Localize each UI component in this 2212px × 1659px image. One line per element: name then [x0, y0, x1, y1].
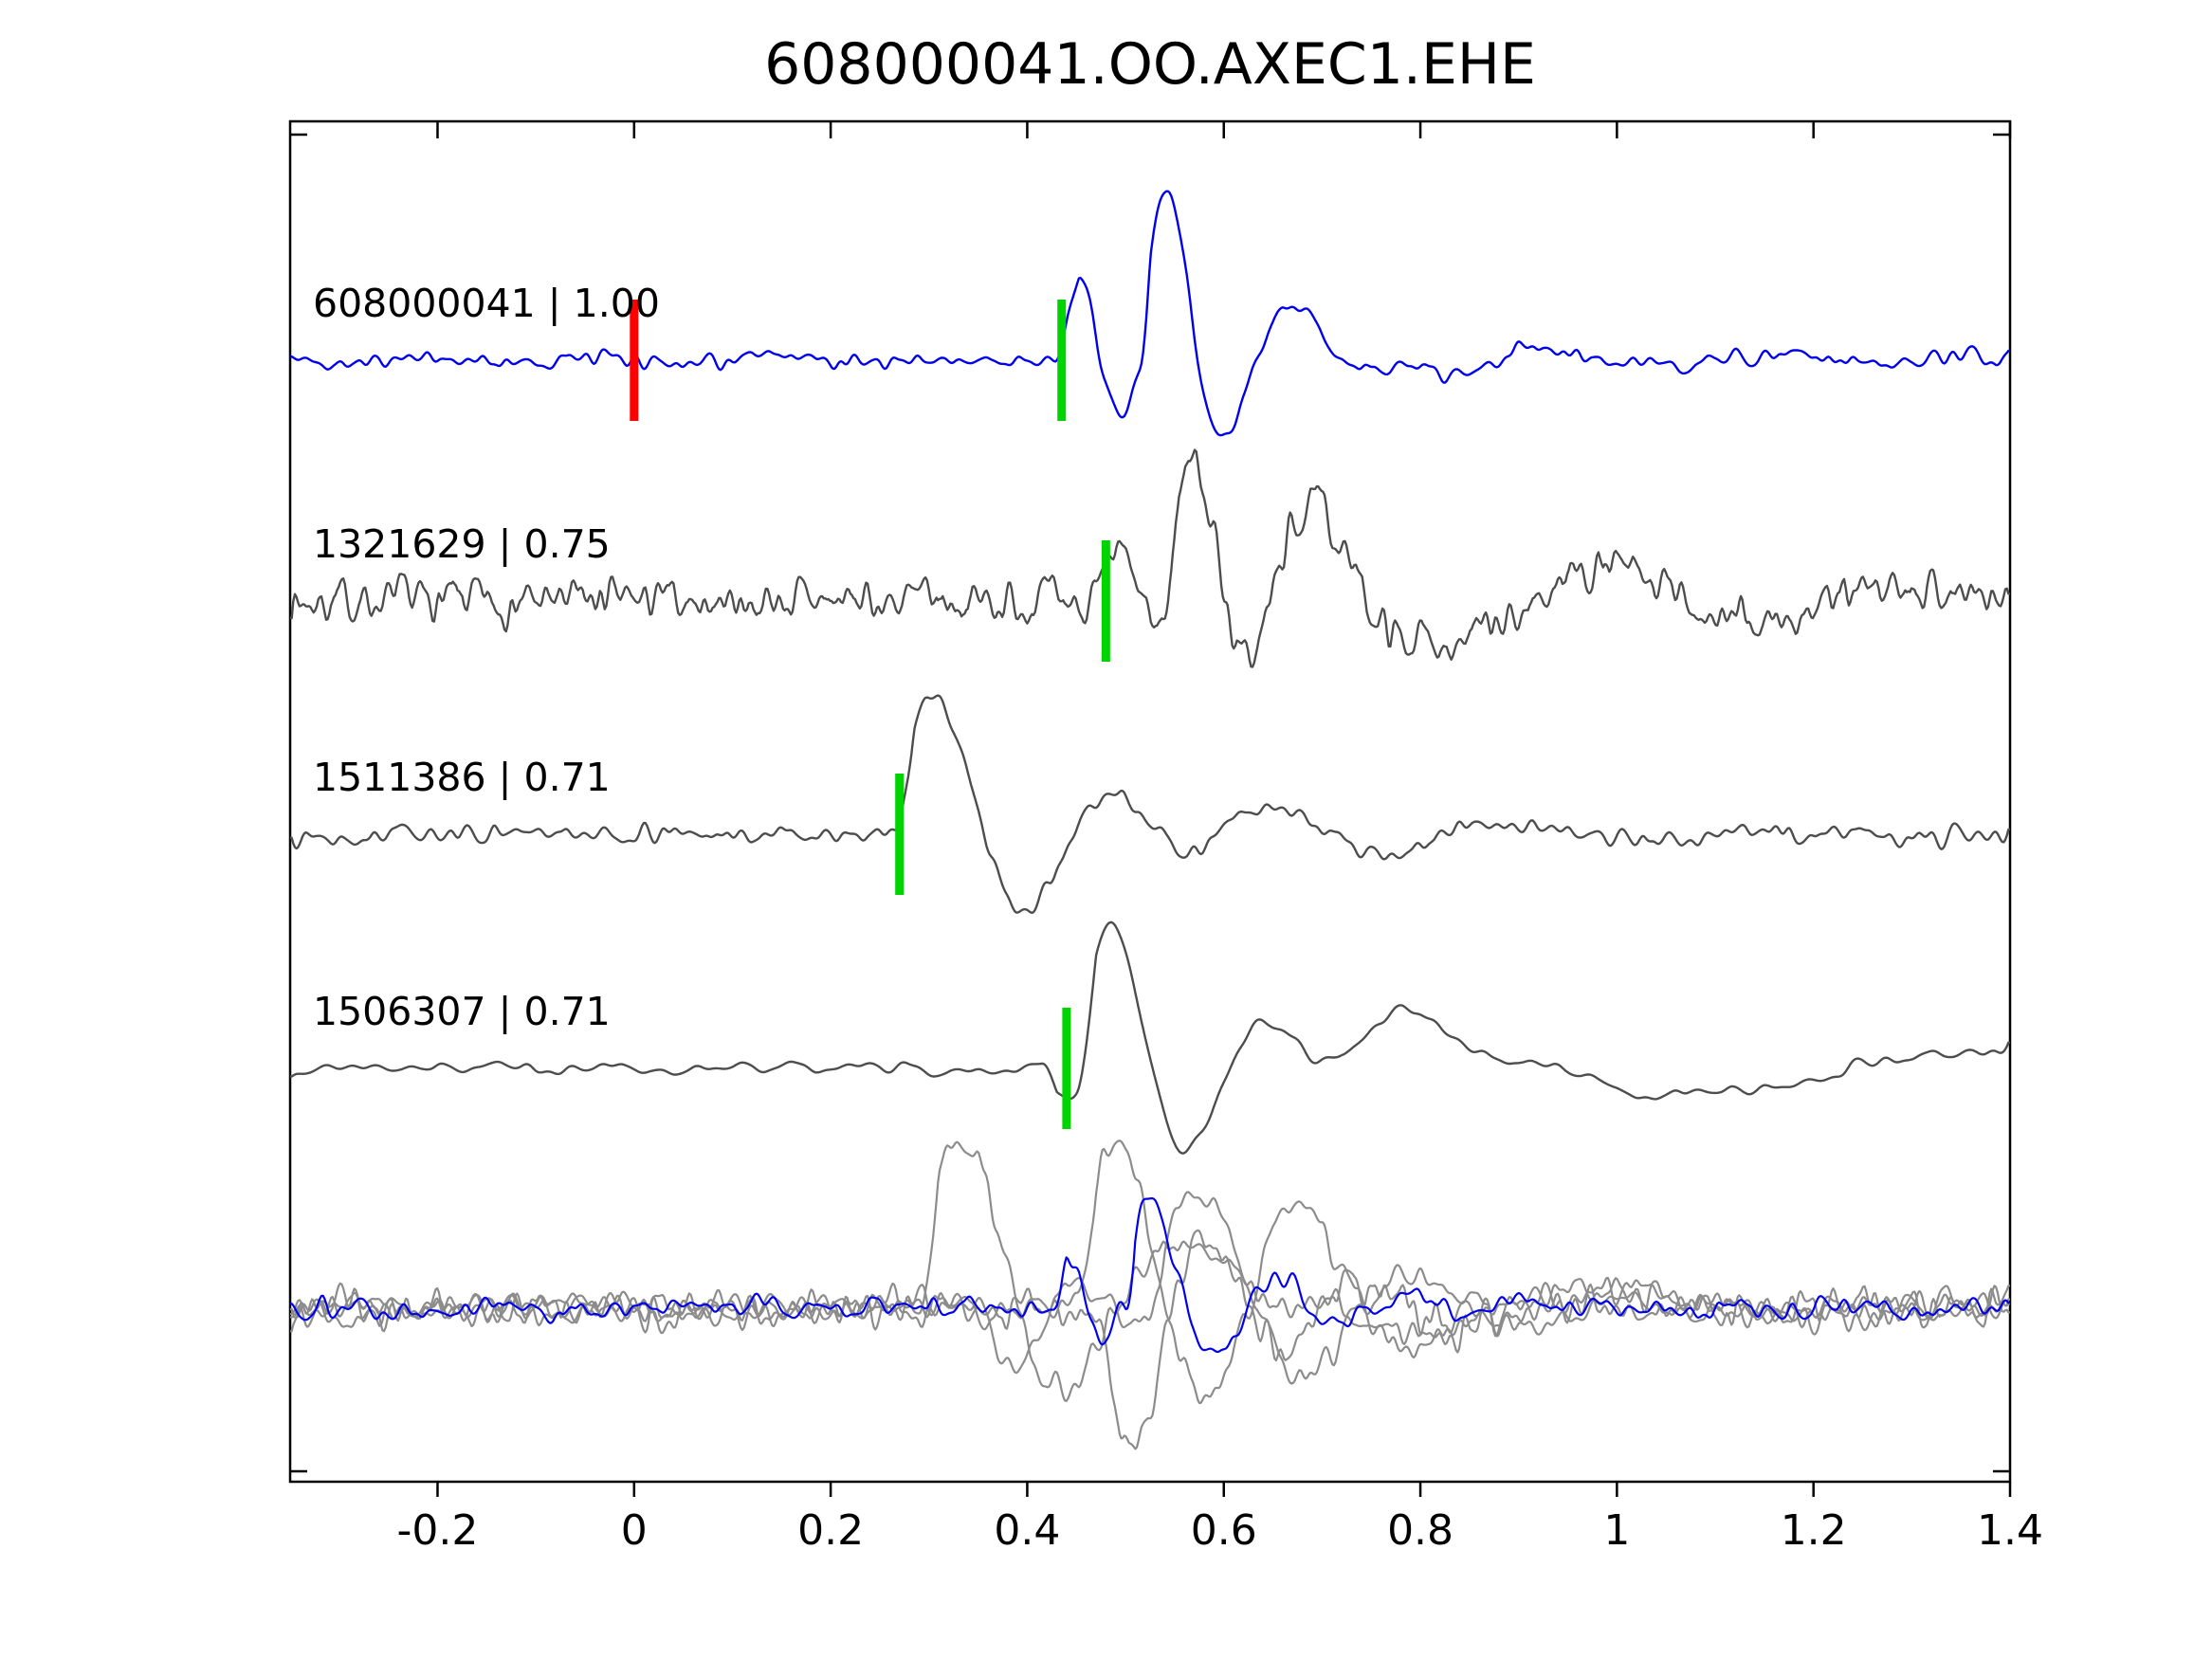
pick-markers	[630, 300, 1110, 1129]
trace-label-608000041: 608000041 | 1.00	[313, 281, 660, 326]
x-tick-label: 1.2	[1781, 1506, 1847, 1555]
x-tick-label: -0.2	[397, 1506, 479, 1555]
trace-waveform-1321629	[290, 448, 2011, 668]
x-tick-label: 0.8	[1387, 1506, 1453, 1555]
x-tick-label: 0.2	[797, 1506, 864, 1555]
x-tick-label: 0.6	[1191, 1506, 1257, 1555]
trace-waveform-1506307	[290, 921, 2011, 1155]
traces	[290, 190, 2011, 1450]
overlay-waveform-0	[290, 1140, 2010, 1402]
x-tick-label: 1.4	[1977, 1506, 2043, 1555]
overlay-waveform-3	[290, 1191, 2011, 1385]
overlay-waveform-1	[290, 1139, 2011, 1405]
plot-title: 608000041.OO.AXEC1.EHE	[764, 31, 1536, 98]
x-axis-ticks: -0.2 0 0.2 0.4 0.6 0.8 1 1.2 1.4	[290, 121, 2043, 1555]
trace-waveform-1511386	[290, 694, 2011, 915]
plot-border	[288, 119, 2012, 1484]
trace-label-1511386: 1511386 | 0.71	[313, 755, 611, 800]
overlay-waveform-4	[290, 1197, 2010, 1354]
x-tick-label: 0	[621, 1506, 648, 1555]
trace-label-1506307: 1506307 | 0.71	[313, 989, 611, 1034]
trace-labels: 608000041 | 1.00 1321629 | 0.75 1511386 | …	[313, 281, 660, 1034]
trace-waveform-608000041	[290, 190, 2010, 437]
x-tick-label: 1	[1603, 1506, 1630, 1555]
trace-label-1321629: 1321629 | 0.75	[313, 521, 611, 567]
x-tick-label: 0.4	[994, 1506, 1060, 1555]
overlay-waveform-2	[290, 1229, 2010, 1450]
